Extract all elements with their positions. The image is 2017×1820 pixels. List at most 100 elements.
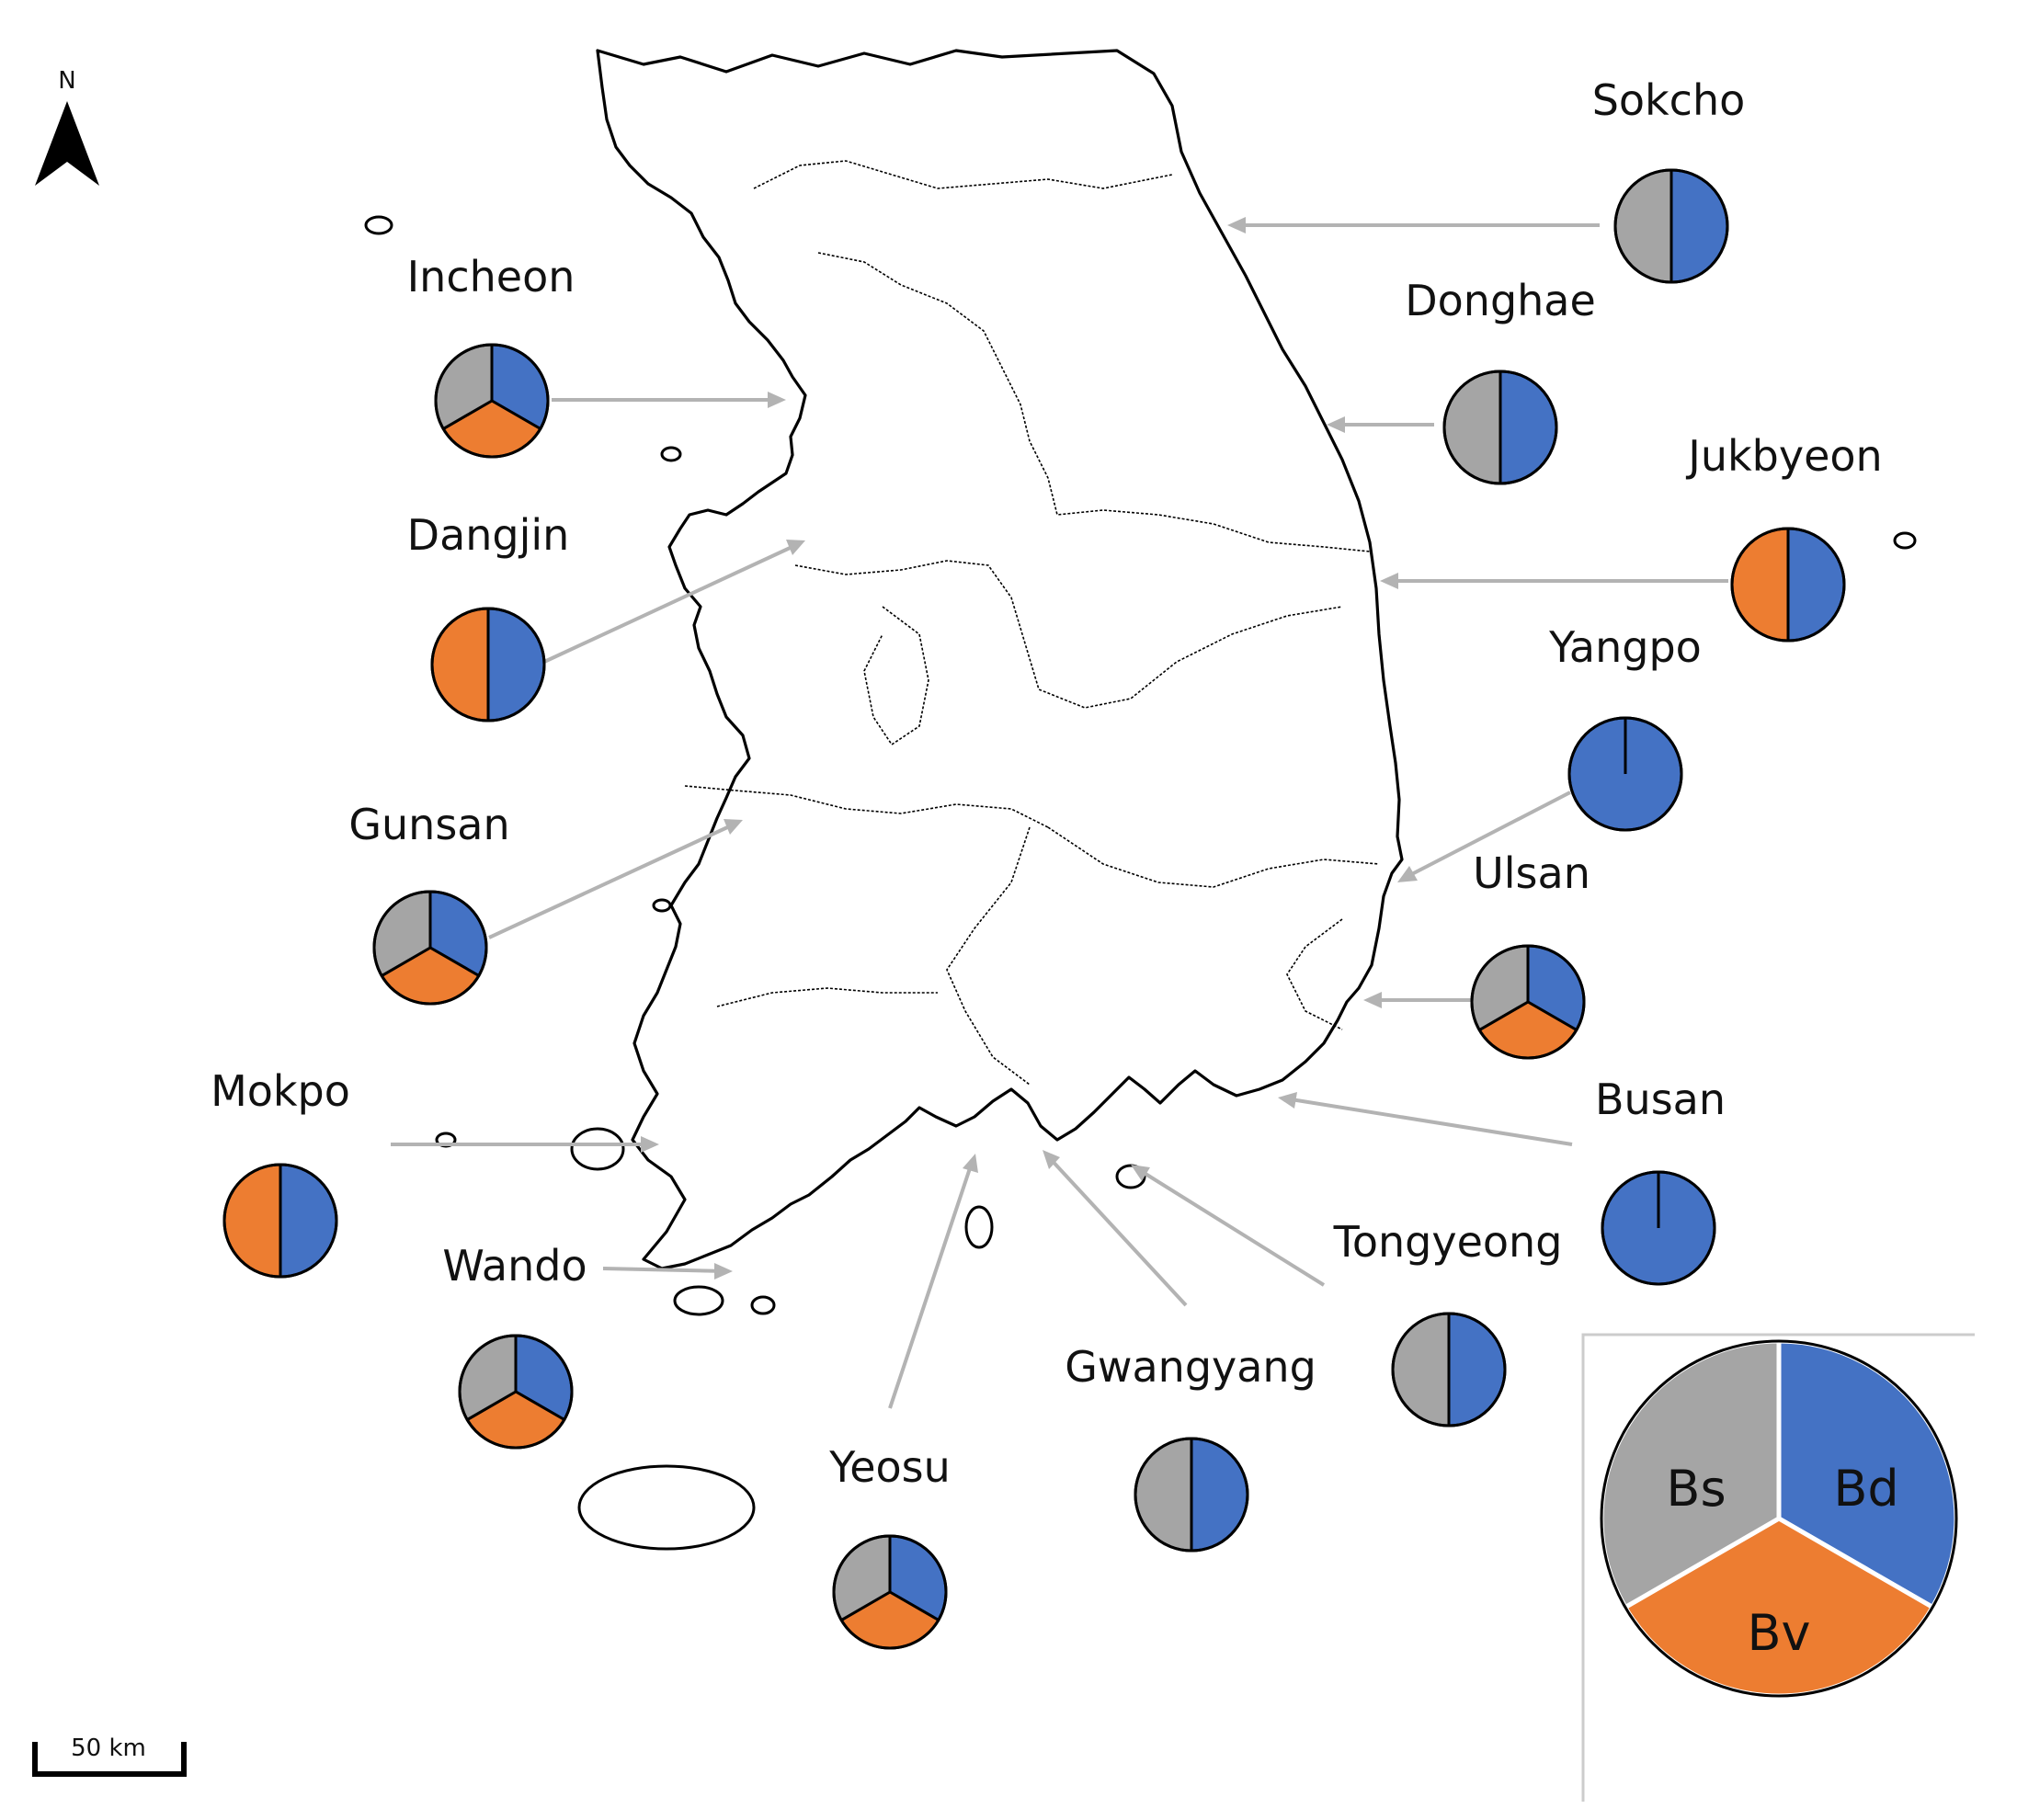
pie-yangpo-outline xyxy=(1567,716,1683,832)
pie-mokpo-outline xyxy=(222,1163,338,1279)
pie-gwangyang-slice-bs xyxy=(1134,1437,1193,1553)
arrowhead-tongyeong-icon xyxy=(1131,1165,1150,1181)
pie-sokcho-outline xyxy=(1613,168,1729,284)
pie-mokpo-slice-bd xyxy=(279,1163,338,1279)
arrowhead-jukbyeon-icon xyxy=(1380,573,1398,589)
pie-gunsan-outline xyxy=(372,890,488,1006)
pie-tongyeong-slice-bd xyxy=(1447,1312,1507,1428)
site-label-ulsan: Ulsan xyxy=(1473,848,1590,898)
leader-line-dangjin xyxy=(543,542,799,664)
pie-sokcho-slice-bd xyxy=(1669,168,1729,284)
arrowhead-mokpo-icon xyxy=(641,1136,659,1153)
legend-label-bd: Bd xyxy=(1833,1460,1898,1518)
pie-yeosu-outline xyxy=(832,1534,948,1650)
site-pies xyxy=(222,168,1846,1650)
ulleung-island xyxy=(1893,531,1917,550)
pie-incheon-outline xyxy=(434,343,550,459)
pie-donghae xyxy=(1442,370,1558,485)
pie-donghae-slice-bd xyxy=(1499,370,1558,485)
site-label-yeosu: Yeosu xyxy=(828,1442,951,1492)
pie-gwangyang xyxy=(1134,1437,1249,1553)
jeju-island xyxy=(577,1464,756,1551)
pie-gwangyang-outline xyxy=(1134,1437,1249,1553)
arrowhead-gwangyang-icon xyxy=(1043,1150,1060,1169)
legend-label-bv: Bv xyxy=(1747,1604,1810,1662)
site-label-tongyeong: Tongyeong xyxy=(1333,1217,1563,1267)
leader-line-busan xyxy=(1284,1097,1573,1146)
pie-busan-outline xyxy=(1601,1170,1716,1286)
pie-donghae-outline xyxy=(1442,370,1558,485)
leader-line-gwangyang xyxy=(1046,1155,1188,1307)
pie-incheon xyxy=(434,343,550,459)
scale-bar: 50 km xyxy=(32,1735,187,1777)
leader-line-wando xyxy=(602,1267,727,1273)
north-label: N xyxy=(58,67,75,95)
scale-bar-line xyxy=(32,1742,187,1777)
legend-pie-outline xyxy=(1600,1339,1958,1698)
site-label-gunsan: Gunsan xyxy=(348,800,509,849)
leader-lines xyxy=(391,217,1728,1409)
west-islet-5 xyxy=(570,1127,625,1171)
pie-ulsan xyxy=(1470,944,1586,1060)
pie-dangjin-slice-bv xyxy=(430,607,490,722)
pie-sokcho-slice-bs xyxy=(1613,168,1673,284)
west-islet-3 xyxy=(652,898,672,913)
legend: Bd Bv Bs xyxy=(1581,1333,1975,1802)
pie-busan xyxy=(1601,1170,1716,1286)
pie-gwangyang-slice-bd xyxy=(1190,1437,1249,1553)
leader-line-yangpo xyxy=(1404,791,1571,880)
south-islet-3 xyxy=(964,1205,994,1249)
west-islet-1 xyxy=(364,215,393,235)
site-label-mokpo: Mokpo xyxy=(211,1066,350,1116)
leader-line-gunsan xyxy=(488,822,736,939)
pie-dangjin-outline xyxy=(430,607,546,722)
site-label-wando: Wando xyxy=(442,1241,587,1291)
pie-mokpo xyxy=(222,1163,338,1279)
leader-line-yeosu xyxy=(888,1159,974,1409)
legend-frame xyxy=(1581,1333,1975,1802)
pie-jukbyeon-slice-bd xyxy=(1786,527,1846,643)
pie-tongyeong xyxy=(1391,1312,1507,1428)
south-islet-2 xyxy=(750,1295,776,1315)
pie-tongyeong-slice-bs xyxy=(1391,1312,1451,1428)
province-borders xyxy=(684,160,1380,1086)
arrowhead-ulsan-icon xyxy=(1363,992,1382,1008)
pie-dangjin-slice-bd xyxy=(486,607,546,722)
pie-gunsan xyxy=(372,890,488,1006)
pie-yeosu xyxy=(832,1534,948,1650)
arrowhead-yangpo-icon xyxy=(1397,866,1418,882)
pie-dangjin xyxy=(430,607,546,722)
arrowhead-sokcho-icon xyxy=(1227,217,1246,233)
legend-pie xyxy=(1599,1338,1959,1699)
arrowhead-wando-icon xyxy=(714,1263,733,1280)
pie-donghae-slice-bs xyxy=(1442,370,1502,485)
pie-wando xyxy=(458,1334,574,1450)
pie-wando-outline xyxy=(458,1334,574,1450)
scale-bar-label: 50 km xyxy=(71,1735,146,1762)
pie-mokpo-slice-bv xyxy=(222,1163,282,1279)
arrowhead-donghae-icon xyxy=(1327,416,1345,433)
pie-jukbyeon-outline xyxy=(1730,527,1846,643)
arrowhead-dangjin-icon xyxy=(786,540,805,555)
south-islet-1 xyxy=(673,1285,724,1316)
site-label-busan: Busan xyxy=(1595,1075,1726,1124)
site-label-jukbyeon: Jukbyeon xyxy=(1685,431,1882,481)
pie-tongyeong-outline xyxy=(1391,1312,1507,1428)
arrowhead-busan-icon xyxy=(1278,1092,1297,1109)
arrowhead-yeosu-icon xyxy=(963,1154,978,1173)
legend-label-bs: Bs xyxy=(1666,1460,1726,1518)
pie-ulsan-outline xyxy=(1470,944,1586,1060)
west-islet-2 xyxy=(660,446,682,462)
north-arrow: N xyxy=(35,67,99,186)
arrowhead-gunsan-icon xyxy=(724,819,743,835)
leader-line-tongyeong xyxy=(1136,1167,1326,1287)
arrowhead-incheon-icon xyxy=(768,392,786,408)
north-arrow-icon xyxy=(35,101,99,186)
site-labels: Sokcho Donghae Jukbyeon Yangpo Ulsan Bus… xyxy=(211,75,1883,1492)
site-label-yangpo: Yangpo xyxy=(1548,622,1702,672)
pie-jukbyeon xyxy=(1730,527,1846,643)
pie-jukbyeon-slice-bv xyxy=(1730,527,1790,643)
mainland-coastline xyxy=(596,49,1404,1270)
site-label-sokcho: Sokcho xyxy=(1592,75,1746,125)
